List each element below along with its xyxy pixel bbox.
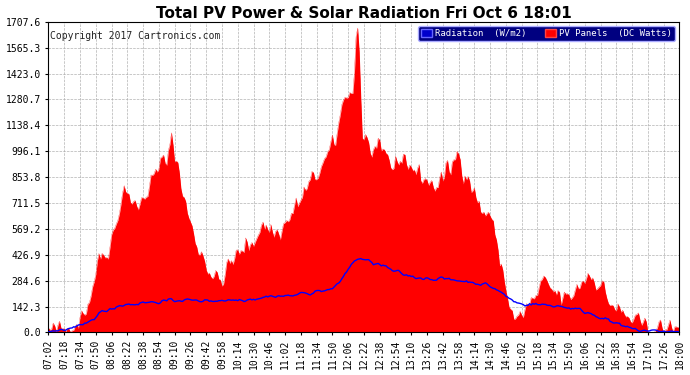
Legend: Radiation  (W/m2), PV Panels  (DC Watts): Radiation (W/m2), PV Panels (DC Watts) (418, 26, 675, 40)
Title: Total PV Power & Solar Radiation Fri Oct 6 18:01: Total PV Power & Solar Radiation Fri Oct… (156, 6, 572, 21)
Text: Copyright 2017 Cartronics.com: Copyright 2017 Cartronics.com (50, 31, 220, 41)
